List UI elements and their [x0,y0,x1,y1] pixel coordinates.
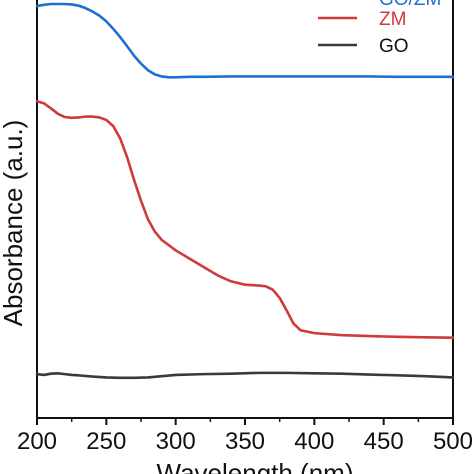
series-line-go-zm [35,2,455,79]
series-line-go [35,371,455,380]
axis-labels: Absorbance (a.u.) Wavelength (nm) [0,120,354,474]
x-tick-label-500: 500 [433,428,473,455]
legend-label-go: GO [379,36,409,57]
x-tick-label-400: 400 [294,428,334,455]
legend-label-zm: ZM [379,9,406,30]
y-axis-title: Absorbance (a.u.) [0,120,28,327]
x-tick-label-450: 450 [364,428,404,455]
series-line-zm [35,99,455,339]
x-tick-label-300: 300 [156,428,196,455]
x-tick-label-200: 200 [17,428,57,455]
legend-label-go-zm: GO/ZM [379,0,441,10]
x-axis-title: Wavelength (nm) [157,458,354,474]
series-lines [35,2,455,380]
x-tick-label-250: 250 [86,428,126,455]
x-tick-label-350: 350 [225,428,265,455]
axes: 200 250 300 350 400 450 500 [17,0,473,455]
legend: GO/ZMZM GO [318,0,441,57]
